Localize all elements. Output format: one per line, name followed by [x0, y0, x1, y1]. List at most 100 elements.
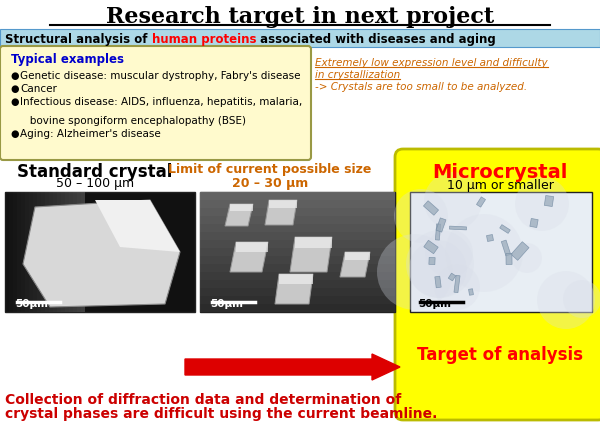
Text: 50μm: 50μm — [15, 298, 48, 308]
Text: Infectious disease: AIDS, influenza, hepatitis, malaria,: Infectious disease: AIDS, influenza, hep… — [20, 97, 302, 107]
Text: Typical examples: Typical examples — [11, 53, 124, 66]
Circle shape — [445, 215, 523, 292]
Polygon shape — [340, 252, 370, 277]
Polygon shape — [487, 235, 493, 242]
Bar — [200, 249, 395, 256]
Polygon shape — [544, 196, 554, 207]
Bar — [200, 296, 395, 304]
Circle shape — [424, 172, 482, 230]
Bar — [5, 193, 195, 312]
Polygon shape — [454, 276, 460, 293]
Text: Cancer: Cancer — [20, 84, 57, 94]
Circle shape — [409, 240, 467, 298]
Polygon shape — [530, 219, 538, 228]
Bar — [200, 209, 395, 216]
Polygon shape — [502, 240, 511, 256]
Bar — [200, 304, 395, 312]
Bar — [21, 193, 25, 312]
Polygon shape — [424, 201, 439, 216]
Text: Research target in next project: Research target in next project — [106, 6, 494, 28]
Circle shape — [515, 178, 569, 231]
Bar — [77, 193, 81, 312]
Polygon shape — [429, 258, 435, 265]
Polygon shape — [290, 237, 332, 272]
Bar — [200, 240, 395, 249]
Text: 10 μm or smaller: 10 μm or smaller — [446, 178, 553, 191]
Text: 50μm: 50μm — [210, 298, 243, 308]
Polygon shape — [275, 274, 313, 304]
Text: ●: ● — [10, 129, 19, 139]
Bar — [69, 193, 73, 312]
Polygon shape — [95, 200, 180, 252]
Text: Structural analysis of: Structural analysis of — [5, 32, 152, 46]
Text: ●: ● — [10, 84, 19, 94]
Bar — [200, 264, 395, 272]
Bar — [41, 193, 45, 312]
Bar — [200, 280, 395, 289]
Text: 50 – 100 μm: 50 – 100 μm — [56, 177, 134, 190]
Circle shape — [394, 190, 448, 243]
Text: Aging: Alzheimer's disease: Aging: Alzheimer's disease — [20, 129, 161, 139]
Text: -> Crystals are too small to be analyzed.: -> Crystals are too small to be analyzed… — [315, 82, 527, 92]
Text: associated with diseases and aging: associated with diseases and aging — [256, 32, 496, 46]
Bar — [25, 193, 29, 312]
Bar — [0, 30, 600, 48]
Text: Limit of current possible size: Limit of current possible size — [169, 163, 371, 175]
Bar — [410, 193, 592, 312]
Text: Microcrystal: Microcrystal — [433, 163, 568, 181]
Bar — [29, 193, 33, 312]
Bar — [17, 193, 21, 312]
Polygon shape — [511, 242, 529, 261]
Polygon shape — [225, 205, 253, 227]
Polygon shape — [236, 243, 268, 252]
Bar — [9, 193, 13, 312]
Polygon shape — [449, 227, 467, 230]
Bar — [5, 193, 9, 312]
Circle shape — [406, 230, 474, 298]
Bar — [200, 224, 395, 233]
Polygon shape — [279, 274, 313, 284]
Polygon shape — [295, 237, 332, 249]
Text: Target of analysis: Target of analysis — [417, 345, 583, 363]
Bar — [65, 193, 69, 312]
Polygon shape — [469, 289, 473, 295]
Bar — [200, 233, 395, 240]
Bar — [200, 256, 395, 264]
Polygon shape — [500, 225, 510, 234]
Circle shape — [425, 230, 473, 277]
Bar — [200, 289, 395, 296]
Circle shape — [512, 243, 542, 273]
Bar — [49, 193, 53, 312]
Polygon shape — [476, 197, 485, 208]
Bar — [13, 193, 17, 312]
Text: ●: ● — [10, 97, 19, 107]
Text: Genetic disease: muscular dystrophy, Fabry's disease: Genetic disease: muscular dystrophy, Fab… — [20, 71, 301, 81]
Text: Collection of diffraction data and determination of: Collection of diffraction data and deter… — [5, 392, 401, 406]
Polygon shape — [230, 205, 253, 212]
Bar — [33, 193, 37, 312]
Bar — [61, 193, 65, 312]
Bar — [200, 193, 395, 200]
Bar — [200, 200, 395, 209]
Circle shape — [377, 234, 453, 310]
Bar — [81, 193, 85, 312]
Circle shape — [537, 271, 595, 329]
Text: bovine spongiform encephalopathy (BSE): bovine spongiform encephalopathy (BSE) — [20, 116, 246, 126]
Bar — [200, 216, 395, 224]
Text: human proteins: human proteins — [152, 32, 256, 46]
Text: 20 – 30 μm: 20 – 30 μm — [232, 177, 308, 190]
FancyArrow shape — [185, 354, 400, 380]
Polygon shape — [506, 254, 512, 265]
Text: 50μm: 50μm — [418, 298, 451, 308]
Text: crystal phases are difficult using the current beamline.: crystal phases are difficult using the c… — [5, 406, 437, 420]
Polygon shape — [436, 218, 446, 233]
Circle shape — [434, 264, 480, 310]
Bar — [200, 193, 395, 312]
Bar — [53, 193, 57, 312]
Polygon shape — [269, 200, 297, 209]
Polygon shape — [23, 200, 180, 307]
FancyBboxPatch shape — [395, 150, 600, 420]
FancyBboxPatch shape — [0, 47, 311, 161]
Polygon shape — [424, 241, 438, 254]
Text: ●: ● — [10, 71, 19, 81]
